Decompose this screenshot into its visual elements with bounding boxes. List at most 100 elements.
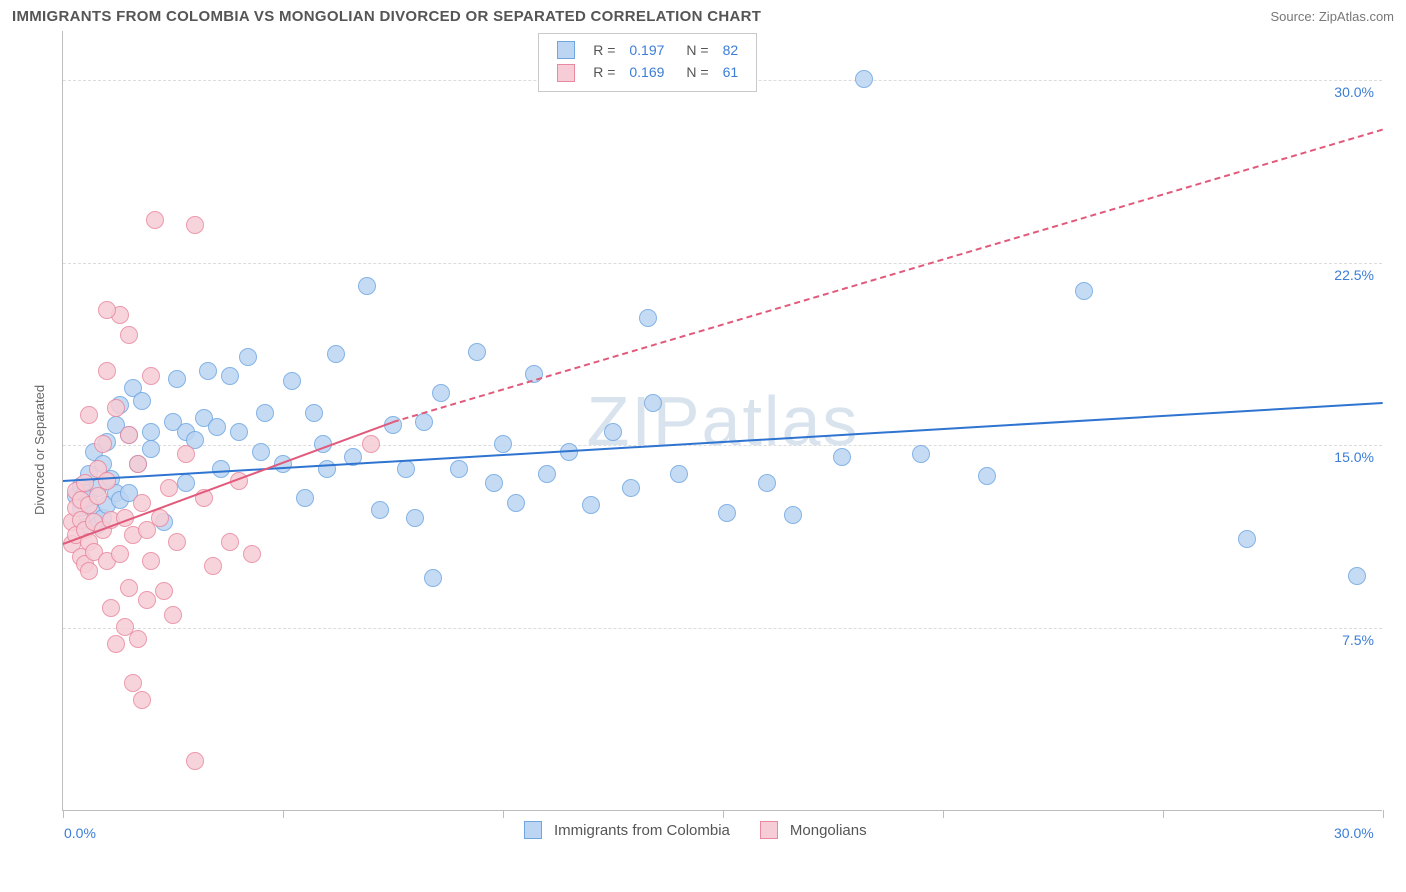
data-point [358,277,376,295]
trend-line [393,129,1384,423]
x-min-label: 0.0% [64,825,96,841]
data-point [450,460,468,478]
data-point [199,362,217,380]
data-point [1348,567,1366,585]
data-point [252,443,270,461]
data-point [208,418,226,436]
data-point [406,509,424,527]
legend-item: Mongolians [760,821,867,839]
data-point [243,545,261,563]
y-tick-label: 15.0% [1334,449,1374,465]
data-point [538,465,556,483]
chart-source: Source: ZipAtlas.com [1270,9,1394,24]
data-point [468,343,486,361]
data-point [142,552,160,570]
data-point [296,489,314,507]
data-point [318,460,336,478]
data-point [230,423,248,441]
data-point [124,674,142,692]
chart-header: IMMIGRANTS FROM COLOMBIA VS MONGOLIAN DI… [0,0,1406,31]
legend-stats: R =0.197N =82R =0.169N =61 [538,33,757,92]
data-point [582,496,600,514]
data-point [362,435,380,453]
y-tick-label: 7.5% [1342,632,1374,648]
data-point [758,474,776,492]
data-point [221,533,239,551]
data-point [129,630,147,648]
x-tick [63,810,64,818]
x-tick [723,810,724,818]
data-point [102,599,120,617]
watermark: ZIPatlas [587,381,860,461]
data-point [622,479,640,497]
gridline [63,263,1382,264]
data-point [855,70,873,88]
data-point [221,367,239,385]
data-point [327,345,345,363]
data-point [718,504,736,522]
data-point [485,474,503,492]
data-point [146,211,164,229]
x-tick [283,810,284,818]
data-point [1075,282,1093,300]
data-point [305,404,323,422]
x-tick [503,810,504,818]
data-point [239,348,257,366]
data-point [204,557,222,575]
x-max-label: 30.0% [1334,825,1374,841]
data-point [98,301,116,319]
data-point [129,455,147,473]
data-point [604,423,622,441]
data-point [120,426,138,444]
data-point [507,494,525,512]
data-point [138,591,156,609]
data-point [98,472,116,490]
y-tick-label: 22.5% [1334,267,1374,283]
data-point [164,606,182,624]
data-point [155,582,173,600]
data-point [98,362,116,380]
x-tick [1383,810,1384,818]
data-point [160,479,178,497]
data-point [186,752,204,770]
data-point [415,413,433,431]
x-tick [943,810,944,818]
data-point [833,448,851,466]
data-point [371,501,389,519]
data-point [978,467,996,485]
y-tick-label: 30.0% [1334,84,1374,100]
data-point [212,460,230,478]
data-point [80,562,98,580]
data-point [424,569,442,587]
data-point [142,440,160,458]
data-point [432,384,450,402]
data-point [670,465,688,483]
data-point [912,445,930,463]
plot-area: ZIPatlas 7.5% 15.0% 22.5% 30.0% R =0.197N =8… [62,31,1382,811]
data-point [397,460,415,478]
data-point [639,309,657,327]
data-point [94,435,112,453]
data-point [107,399,125,417]
data-point [494,435,512,453]
data-point [80,406,98,424]
data-point [256,404,274,422]
data-point [177,445,195,463]
data-point [142,367,160,385]
chart-container: Divorced or Separated ZIPatlas 7.5%15.0%… [12,31,1394,861]
data-point [107,635,125,653]
data-point [168,533,186,551]
data-point [644,394,662,412]
x-tick [1163,810,1164,818]
legend-series: Immigrants from Colombia Mongolians [524,821,867,839]
chart-title: IMMIGRANTS FROM COLOMBIA VS MONGOLIAN DI… [12,8,761,25]
legend-item: Immigrants from Colombia [524,821,730,839]
data-point [177,474,195,492]
data-point [168,370,186,388]
data-point [1238,530,1256,548]
data-point [283,372,301,390]
data-point [133,691,151,709]
data-point [138,521,156,539]
data-point [784,506,802,524]
data-point [120,326,138,344]
